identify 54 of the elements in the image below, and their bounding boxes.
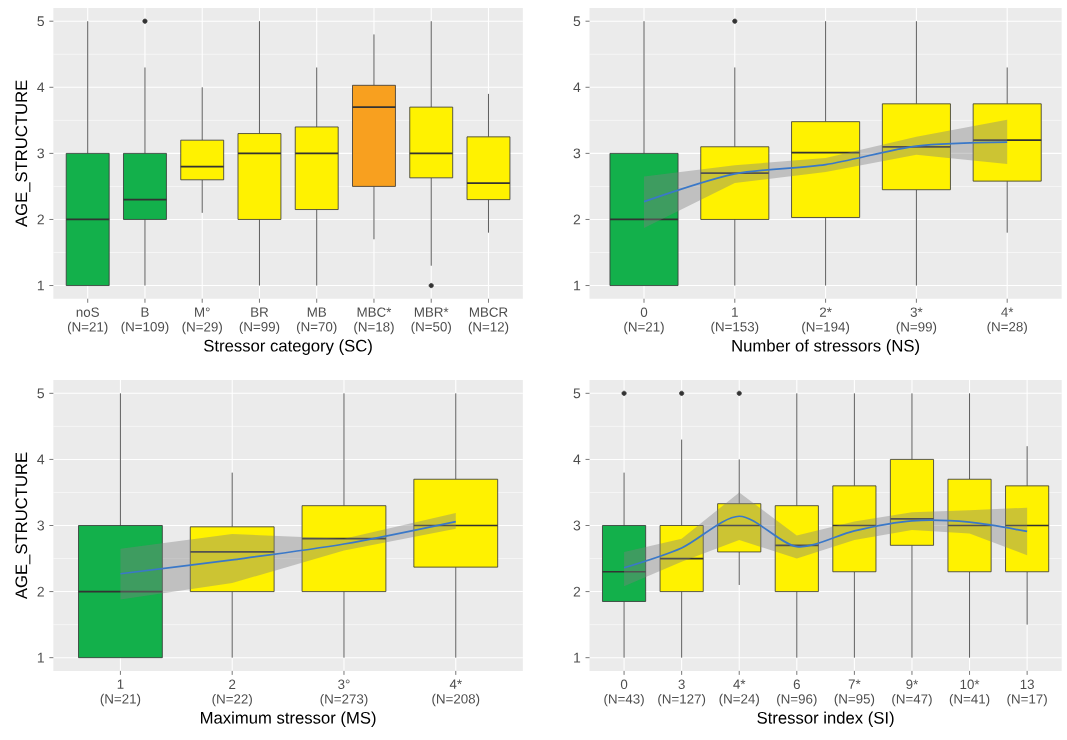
- y-tick-label: 3: [573, 520, 581, 531]
- y-tick-label: 2: [37, 586, 44, 597]
- y-tick-label: 5: [37, 388, 45, 399]
- y-tick-label: 5: [573, 388, 581, 399]
- x-tick-label: 2 (N=22): [212, 679, 252, 707]
- x-tick-label: 3° (N=273): [320, 679, 368, 707]
- line-series: [119, 520, 457, 575]
- y-tick-label: 1: [574, 280, 581, 291]
- x-tick-label: MB (N=70): [296, 307, 337, 334]
- x-tick-label: 1 (N=153): [711, 307, 759, 334]
- x-tick-label: noS (N=21): [67, 307, 108, 335]
- y-tick-label: 2: [37, 214, 44, 225]
- x-tick-label: 4* (N=24): [719, 679, 759, 707]
- x-tick-label: MBC* (N=18): [354, 307, 394, 335]
- y-tick-label: 3: [573, 148, 581, 159]
- x-tick-label: 2* (N=194): [802, 307, 850, 335]
- y-tick-label: 5: [37, 16, 45, 26]
- x-tick-label: M° (N=29): [182, 307, 222, 335]
- x-tick-label: 7* (N=95): [834, 679, 875, 707]
- y-tick-label: 4: [573, 82, 581, 92]
- x-axis-title: Stressor index (SI): [757, 711, 894, 727]
- x-tick-label: 4* (N=28): [987, 307, 1027, 334]
- y-tick-label: 2: [573, 586, 581, 597]
- y-axis-title: AGE_STRUCTURE: [15, 80, 31, 227]
- y-tick-label: 4: [37, 82, 45, 92]
- y-tick-label: 1: [37, 280, 44, 291]
- x-tick-label: 3* (N=99): [896, 307, 937, 335]
- x-tick-label: 1 (N=21): [100, 679, 141, 707]
- x-tick-label: MBCR (N=12): [468, 307, 509, 335]
- x-tick-label: B (N=109): [121, 307, 169, 334]
- x-tick-label: BR (N=99): [239, 307, 280, 334]
- y-tick-label: 5: [573, 16, 581, 26]
- x-tick-label: 0 (N=43): [604, 679, 644, 707]
- y-axis-title: AGE_STRUCTURE: [15, 452, 31, 599]
- x-tick-label: 0 (N=21): [624, 307, 664, 335]
- x-axis-title: Maximum stressor (MS): [201, 711, 376, 727]
- y-tick-label: 2: [573, 214, 581, 225]
- y-tick-label: 3: [37, 148, 45, 159]
- line-series: [643, 141, 1009, 203]
- y-tick-label: 4: [37, 454, 45, 465]
- x-tick-label: 10* (N=41): [949, 679, 990, 707]
- x-tick-label: MBR* (N=50): [411, 307, 451, 334]
- x-tick-label: 4* (N=208): [432, 679, 480, 707]
- y-tick-label: 1: [574, 652, 581, 663]
- y-tick-label: 4: [573, 454, 581, 465]
- x-tick-label: 3 (N=127): [658, 679, 706, 707]
- x-axis-title: Stressor category (SC): [204, 339, 372, 355]
- x-tick-label: 6 (N=96): [777, 679, 817, 707]
- y-tick-label: 3: [37, 520, 45, 531]
- x-axis-title: Number of stressors (NS): [732, 339, 920, 355]
- y-tick-label: 1: [37, 652, 44, 663]
- x-tick-label: 9* (N=47): [892, 679, 932, 707]
- line-series: [623, 515, 1028, 569]
- x-tick-label: 13 (N=17): [1007, 679, 1047, 707]
